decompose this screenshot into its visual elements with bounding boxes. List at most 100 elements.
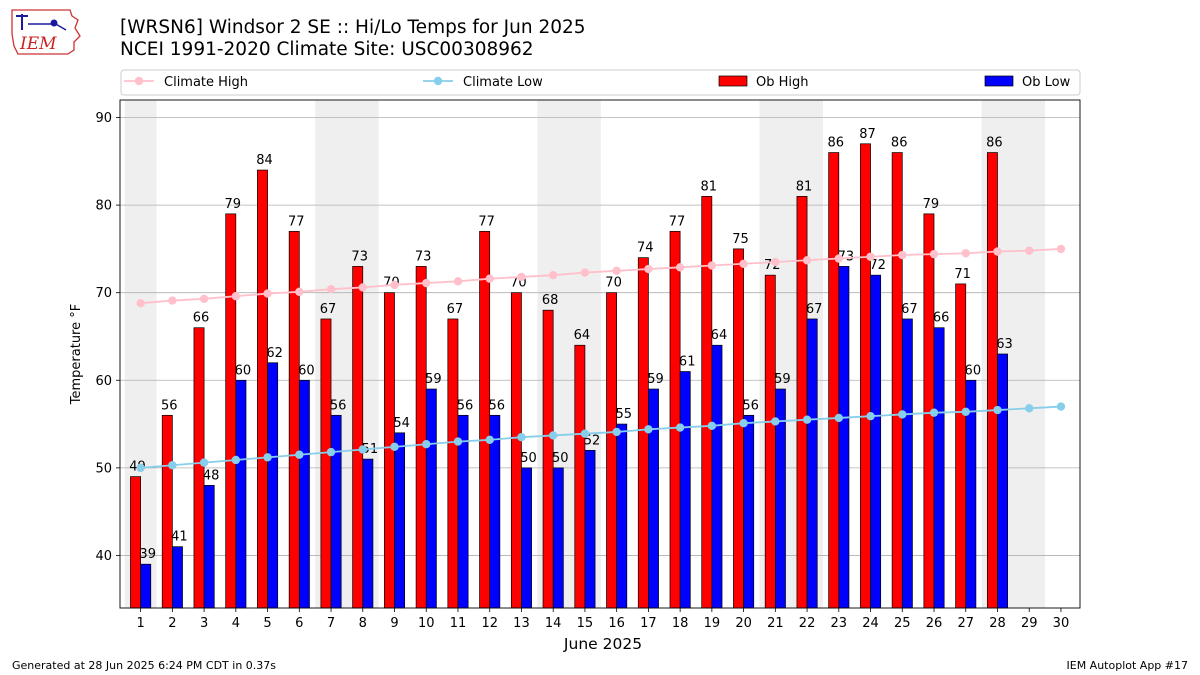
- ob-high-legend-swatch: [718, 75, 748, 87]
- climate-low-point-3: [199, 458, 209, 467]
- ob-high-label-18: 77: [669, 214, 686, 229]
- ob-low-bar-25: [901, 318, 913, 609]
- climate-high-point-16: [612, 266, 621, 275]
- x-tick-label-21: 21: [767, 616, 784, 631]
- x-tick-label-22: 22: [799, 616, 816, 631]
- ob-low-bar-6: [298, 379, 310, 609]
- climate-low-point-21: [771, 417, 780, 426]
- chart-title: [WRSN6] Windsor 2 SE :: Hi/Lo Temps for …: [120, 17, 586, 61]
- x-tick-label-15: 15: [577, 616, 594, 631]
- climate-low-point-27: [961, 407, 970, 417]
- ob-high-label-27: 71: [954, 267, 971, 282]
- climate-high-point-21: [771, 257, 780, 267]
- iem-logo-text: IEM: [20, 34, 57, 54]
- app-footer: IEM Autoplot App #17: [1066, 659, 1189, 672]
- climate-high-point-20: [739, 259, 748, 268]
- ob-high-bar-1: [130, 476, 141, 609]
- iowa-station-icon: [11, 9, 81, 55]
- ob-low-bar-22: [806, 318, 818, 609]
- ob-low-bar-16: [616, 423, 628, 609]
- climate-high-point-7: [326, 284, 336, 294]
- climate-high-legend-label: Climate High: [164, 75, 248, 90]
- ob-high-label-12: 77: [478, 214, 495, 229]
- ob-high-label-8: 73: [351, 249, 368, 264]
- climate-low-legend-marker: [433, 76, 443, 86]
- ob-high-label-17: 74: [637, 241, 654, 256]
- weekend-band-29: [1013, 100, 1046, 608]
- x-tick-label-9: 9: [390, 616, 398, 631]
- ob-high-bar-19: [701, 195, 713, 609]
- climate-low-point-18: [675, 423, 685, 432]
- ob-high-label-5: 84: [256, 153, 273, 168]
- ob-high-bar-2: [161, 414, 173, 609]
- ob-high-label-3: 66: [193, 311, 210, 326]
- ob-low-label-11: 56: [457, 398, 474, 413]
- climate-high-point-30: [1056, 244, 1066, 254]
- ob-high-label-11: 67: [447, 302, 464, 317]
- x-axis-label: June 2025: [563, 635, 642, 653]
- y-tick-label-60: 60: [95, 374, 112, 389]
- climate-high-point-11: [453, 277, 463, 286]
- ob-low-label-12: 56: [489, 398, 506, 413]
- ob-low-label-3: 48: [203, 468, 220, 483]
- ob-high-bar-21: [764, 274, 776, 609]
- climate-high-point-26: [929, 249, 939, 259]
- climate-low-point-28: [993, 405, 1002, 415]
- climate-low-point-22: [802, 415, 812, 424]
- ob-low-legend-label: Ob Low: [1022, 75, 1071, 90]
- climate-low-point-23: [834, 413, 844, 423]
- ob-low-bar-23: [838, 266, 850, 609]
- ob-low-label-20: 56: [742, 398, 759, 413]
- climate-low-point-6: [295, 450, 304, 459]
- climate-high-point-15: [580, 268, 590, 277]
- climate-high-point-12: [485, 274, 494, 283]
- ob-high-bar-5: [257, 169, 268, 609]
- y-tick-label-50: 50: [95, 461, 112, 476]
- climate-low-point-16: [612, 427, 621, 437]
- x-tick-label-29: 29: [1021, 616, 1038, 631]
- x-tick-label-20: 20: [735, 616, 752, 631]
- ob-low-label-24: 72: [869, 258, 886, 273]
- climate-low-point-14: [548, 431, 558, 440]
- climate-low-point-7: [326, 447, 336, 457]
- ob-low-label-14: 50: [552, 451, 569, 466]
- ob-low-label-26: 66: [933, 311, 950, 326]
- x-tick-label-25: 25: [894, 616, 911, 631]
- ob-low-label-17: 59: [647, 372, 664, 387]
- ob-low-legend-swatch: [984, 75, 1014, 87]
- ob-low-label-6: 60: [298, 363, 315, 378]
- climate-low-legend-label: Climate Low: [463, 75, 543, 90]
- ob-high-label-14: 68: [542, 293, 559, 308]
- ob-low-label-5: 62: [266, 346, 283, 361]
- x-tick-label-18: 18: [672, 616, 689, 631]
- ob-low-bar-12: [489, 414, 501, 609]
- ob-low-bar-8: [362, 458, 374, 609]
- title-line-2: NCEI 1991-2020 Climate Site: USC00308962: [120, 39, 534, 60]
- ob-high-bar-27: [955, 283, 967, 609]
- climate-high-point-5: [263, 289, 272, 298]
- ob-high-bar-8: [352, 266, 364, 609]
- ob-high-label-15: 64: [574, 328, 591, 343]
- ob-high-label-7: 67: [320, 302, 337, 317]
- x-tick-label-13: 13: [513, 616, 530, 631]
- ob-high-bar-15: [574, 344, 586, 609]
- ob-low-bar-7: [330, 414, 342, 609]
- ob-low-label-7: 56: [330, 398, 347, 413]
- ob-low-bar-19: [711, 344, 723, 609]
- legend-box: [120, 69, 1081, 96]
- climate-high-point-6: [295, 287, 304, 297]
- ob-high-bar-12: [479, 231, 491, 609]
- y-tick-label-40: 40: [95, 549, 112, 564]
- climate-high-point-27: [961, 249, 970, 258]
- climate-high-point-2: [168, 296, 177, 305]
- x-tick-label-28: 28: [989, 616, 1006, 631]
- climate-low-point-26: [929, 408, 939, 417]
- ob-low-bar-9: [394, 432, 406, 609]
- ob-low-bar-2: [172, 546, 183, 609]
- climate-high-point-10: [422, 278, 431, 288]
- ob-high-bar-18: [669, 231, 681, 609]
- climate-high-point-23: [834, 254, 844, 263]
- x-tick-label-2: 2: [168, 616, 176, 631]
- ob-high-label-10: 73: [415, 249, 432, 264]
- x-tick-label-7: 7: [327, 616, 335, 631]
